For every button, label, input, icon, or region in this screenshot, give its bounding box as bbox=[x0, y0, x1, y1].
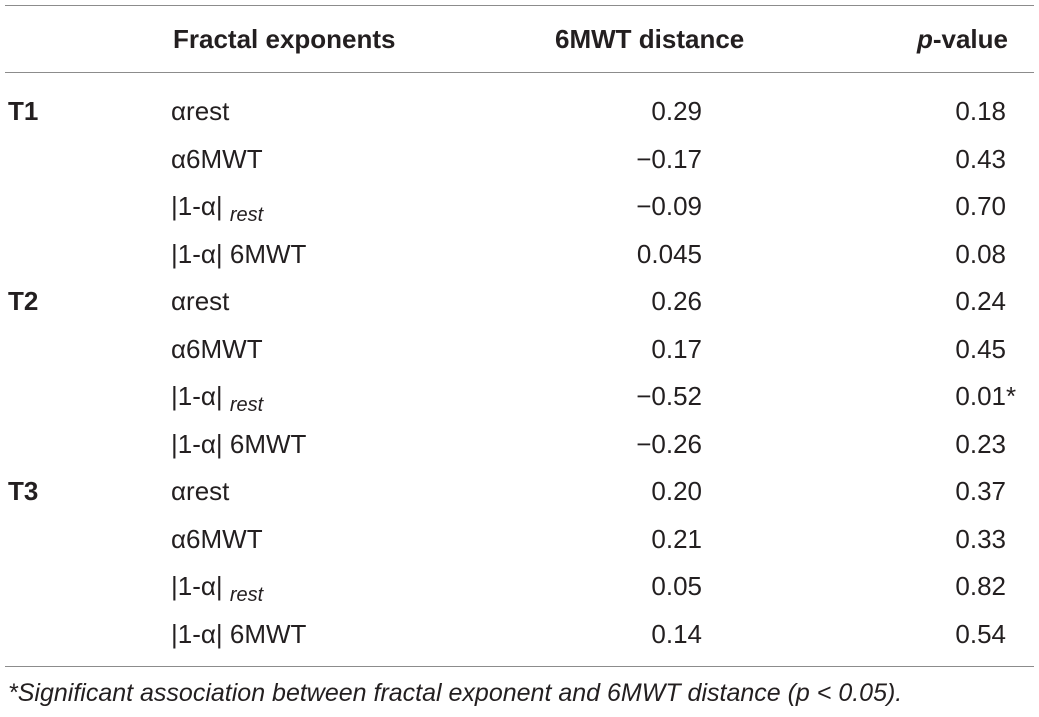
table-body: T1 αrest 0.29 0.18 α6MWT −0.17 0.43 |1-α| rest −… bbox=[0, 88, 1039, 658]
header-6mwt-distance: 6MWT distance bbox=[555, 24, 745, 54]
p-value-text: 0.23 bbox=[955, 428, 1006, 459]
p-value-text: 0.37 bbox=[955, 476, 1006, 506]
row-6mwt-distance: 0.17 bbox=[651, 333, 702, 364]
exponent-text: |1-α| 6MWT bbox=[171, 238, 307, 269]
header-p-value: p-value bbox=[917, 24, 1008, 55]
table-row: T1 αrest 0.29 0.18 bbox=[0, 88, 1039, 136]
exponent-text: α6MWT bbox=[171, 333, 263, 364]
exponent-text: α6MWT bbox=[171, 523, 263, 554]
row-fractal-exponent: α6MWT bbox=[171, 334, 263, 365]
p-value-text: 0.01 bbox=[955, 381, 1006, 411]
exponent-text: α6MWT bbox=[171, 143, 263, 174]
table-top-rule bbox=[5, 5, 1034, 6]
row-fractal-exponent: |1-α| rest bbox=[171, 191, 263, 226]
row-6mwt-distance: 0.045 bbox=[636, 238, 702, 269]
row-6mwt-distance: 0.20 bbox=[651, 476, 702, 506]
row-fractal-exponent: α6MWT bbox=[171, 524, 263, 555]
exponent-text: αrest bbox=[171, 286, 230, 316]
row-fractal-exponent: |1-α| 6MWT bbox=[171, 429, 306, 460]
row-6mwt-distance: 0.26 bbox=[651, 286, 702, 316]
table-row: |1-α| 6MWT 0.14 0.54 bbox=[0, 611, 1039, 659]
p-value-text: 0.82 bbox=[955, 571, 1006, 601]
exponent-text: |1-α| bbox=[171, 191, 230, 221]
row-group-label: T2 bbox=[8, 286, 39, 316]
row-fractal-exponent: αrest bbox=[171, 286, 229, 317]
exponent-text: |1-α| bbox=[171, 381, 230, 411]
row-fractal-exponent: α6MWT bbox=[171, 144, 263, 175]
row-6mwt-distance: 0.21 bbox=[651, 523, 702, 554]
row-fractal-exponent: |1-α| 6MWT bbox=[171, 619, 306, 650]
p-value-text: 0.54 bbox=[955, 618, 1006, 649]
row-6mwt-distance: −0.26 bbox=[636, 428, 702, 459]
table-row: |1-α| rest −0.09 0.70 bbox=[0, 183, 1039, 231]
exponent-text: |1-α| 6MWT bbox=[171, 618, 307, 649]
p-value-text: 0.45 bbox=[955, 333, 1006, 364]
row-p-value: 0.70 bbox=[0, 191, 1006, 222]
exponent-subscript: rest bbox=[229, 204, 264, 226]
table-footnote: *Significant association between fractal… bbox=[8, 679, 903, 707]
header-fractal-exponents: Fractal exponents bbox=[173, 24, 396, 54]
row-p-value: 0.82 bbox=[0, 571, 1006, 602]
table-row: |1-α| rest 0.05 0.82 bbox=[0, 563, 1039, 611]
row-group-label: T1 bbox=[8, 96, 39, 126]
p-value-text: 0.18 bbox=[955, 96, 1006, 126]
row-fractal-exponent: |1-α| rest bbox=[171, 571, 263, 606]
row-fractal-exponent: αrest bbox=[171, 476, 229, 507]
row-fractal-exponent: |1-α| rest bbox=[171, 381, 263, 416]
exponent-text: |1-α| bbox=[171, 571, 230, 601]
row-p-value: 0.08 bbox=[0, 239, 1006, 270]
p-value-text: 0.70 bbox=[955, 191, 1006, 221]
row-fractal-exponent: |1-α| 6MWT bbox=[171, 239, 306, 270]
header-p-italic: p bbox=[916, 24, 933, 54]
row-fractal-exponent: αrest bbox=[171, 96, 229, 127]
row-p-value: 0.43 bbox=[0, 144, 1006, 175]
table-row: |1-α| rest −0.52 0.01 * bbox=[0, 373, 1039, 421]
exponent-subscript: rest bbox=[229, 394, 264, 416]
significance-mark: * bbox=[1006, 381, 1017, 411]
exponent-text: αrest bbox=[171, 476, 230, 506]
exponent-subscript: rest bbox=[229, 584, 264, 606]
p-value-text: 0.43 bbox=[955, 143, 1006, 174]
p-value-text: 0.24 bbox=[955, 286, 1006, 316]
row-group-label: T3 bbox=[8, 476, 39, 506]
table-row: α6MWT −0.17 0.43 bbox=[0, 136, 1039, 184]
table-row: T2 αrest 0.26 0.24 bbox=[0, 278, 1039, 326]
table-row: α6MWT 0.17 0.45 bbox=[0, 326, 1039, 374]
p-value-text: 0.08 bbox=[955, 238, 1006, 269]
row-p-value: 0.24 bbox=[0, 286, 1006, 317]
exponent-text: |1-α| 6MWT bbox=[171, 428, 307, 459]
table-row: |1-α| 6MWT 0.045 0.08 bbox=[0, 231, 1039, 279]
table-bottom-rule bbox=[5, 666, 1034, 667]
table-row: α6MWT 0.21 0.33 bbox=[0, 516, 1039, 564]
row-6mwt-distance: −0.09 bbox=[636, 191, 702, 221]
row-p-value: 0.54 bbox=[0, 619, 1006, 650]
row-p-value: 0.23 bbox=[0, 429, 1006, 460]
row-p-value: 0.37 bbox=[0, 476, 1006, 507]
exponent-text: αrest bbox=[171, 96, 230, 126]
row-p-value: 0.45 bbox=[0, 334, 1006, 365]
row-6mwt-distance: 0.29 bbox=[651, 96, 702, 126]
row-p-value: 0.18 bbox=[0, 96, 1006, 127]
row-6mwt-distance: 0.14 bbox=[651, 618, 702, 649]
header-p-suffix: -value bbox=[932, 24, 1008, 54]
p-value-text: 0.33 bbox=[955, 523, 1006, 554]
header-rule bbox=[5, 72, 1034, 73]
row-p-value: 0.33 bbox=[0, 524, 1006, 555]
row-6mwt-distance: 0.05 bbox=[651, 571, 702, 601]
row-6mwt-distance: −0.52 bbox=[636, 381, 702, 411]
row-6mwt-distance: −0.17 bbox=[636, 143, 702, 174]
row-p-value: 0.01 * bbox=[0, 381, 1016, 412]
table-row: T3 αrest 0.20 0.37 bbox=[0, 468, 1039, 516]
table-row: |1-α| 6MWT −0.26 0.23 bbox=[0, 421, 1039, 469]
